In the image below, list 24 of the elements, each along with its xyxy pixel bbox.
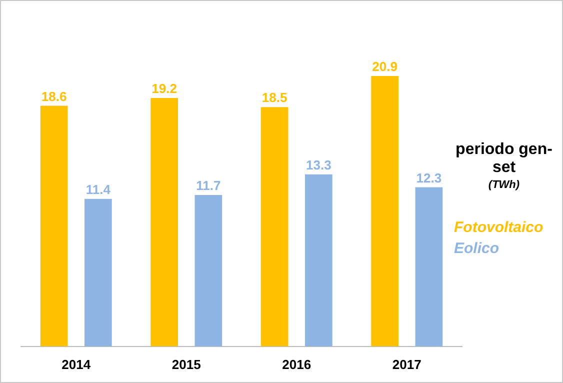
data-label: 12.3: [416, 170, 442, 186]
data-label: 18.5: [262, 90, 288, 106]
x-tick-label: 2014: [62, 356, 92, 372]
data-label: 13.3: [306, 157, 332, 172]
data-label: 11.4: [86, 182, 112, 198]
bar: [150, 98, 178, 346]
x-tick-label: 2017: [392, 356, 422, 372]
series-label: Eolico: [454, 240, 500, 257]
bar: [84, 198, 112, 346]
bar: [371, 76, 398, 346]
data-label: 19.2: [152, 81, 177, 96]
data-label: 18.6: [41, 88, 67, 104]
bar: [415, 187, 443, 346]
bar: [40, 106, 68, 346]
data-label: 11.7: [196, 178, 221, 194]
text: Fotovoltaico: [454, 219, 544, 236]
x-tick-label: 2016: [282, 356, 312, 372]
bar: [260, 107, 288, 346]
bar: [305, 174, 332, 346]
text: (TWh): [487, 179, 521, 191]
data-label: 20.9: [372, 59, 398, 74]
bar: [194, 195, 222, 346]
legend-title: periodo gen-set: [454, 141, 554, 177]
x-tick-label: 2015: [172, 356, 201, 372]
